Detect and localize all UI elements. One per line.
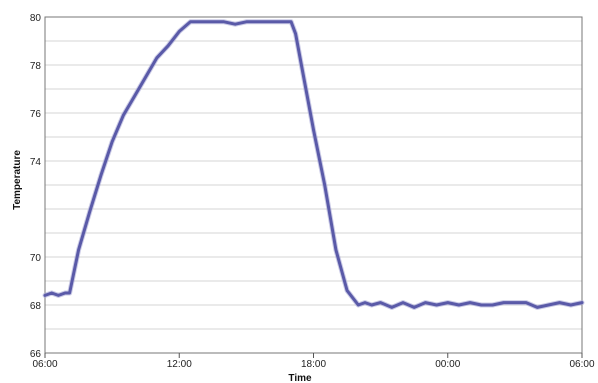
y-tick-labels: 66 68 70 74 76 78 80 <box>30 13 42 360</box>
x-tick-label: 06:00 <box>569 359 594 370</box>
gridlines <box>45 16 582 354</box>
temperature-series-line <box>43 20 584 309</box>
x-tick-label: 18:00 <box>301 359 326 370</box>
y-tick-label: 70 <box>30 253 42 264</box>
series-layer <box>42 19 585 310</box>
y-axis-title: Temperature <box>12 150 23 210</box>
x-tick-label: 12:00 <box>167 359 192 370</box>
y-tick-label: 66 <box>30 349 42 360</box>
x-tick-label: 06:00 <box>32 359 57 370</box>
y-tick-label: 76 <box>30 109 42 120</box>
x-tick-labels: 06:00 12:00 18:00 00:00 06:00 <box>32 353 595 370</box>
y-tick-label: 68 <box>30 301 42 312</box>
y-tick-label: 74 <box>30 157 42 168</box>
x-tick-label: 00:00 <box>435 359 460 370</box>
y-tick-label: 78 <box>30 61 42 72</box>
x-axis-title: Time <box>288 373 312 383</box>
y-tick-label: 80 <box>30 13 42 24</box>
